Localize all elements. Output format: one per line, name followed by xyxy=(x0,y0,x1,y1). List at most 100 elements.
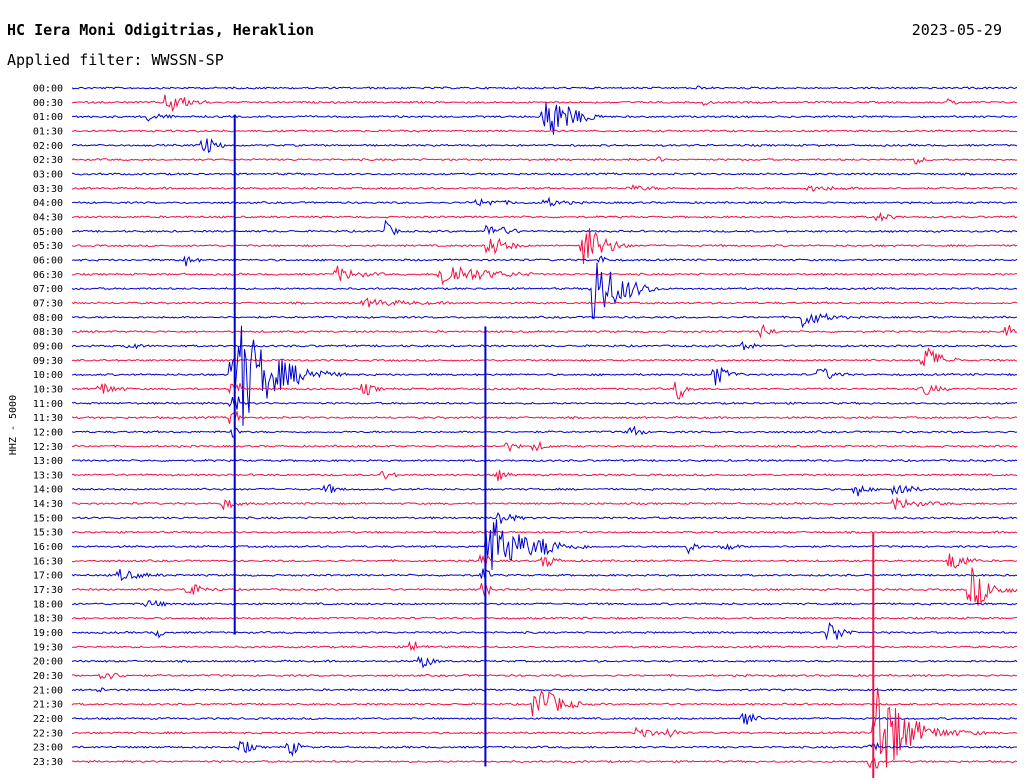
seismic-trace xyxy=(71,458,1018,463)
trace-time-label: 04:00 xyxy=(33,198,63,209)
seismic-trace xyxy=(71,196,1018,207)
seismic-trace xyxy=(71,228,1018,265)
seismic-trace xyxy=(72,102,1018,135)
trace-time-label: 07:30 xyxy=(33,298,63,309)
channel-label: HHZ - 5000 xyxy=(8,395,19,455)
seismic-trace xyxy=(71,469,1018,482)
seismic-trace xyxy=(71,129,1018,133)
trace-time-label: 09:30 xyxy=(33,356,63,367)
trace-time-label: 08:00 xyxy=(33,313,63,324)
trace-time-label: 15:00 xyxy=(33,513,63,524)
seismic-trace xyxy=(71,411,1018,424)
trace-time-label: 10:30 xyxy=(33,384,63,395)
seismic-trace xyxy=(71,690,1018,717)
trace-time-label: 02:30 xyxy=(33,155,63,166)
trace-time-label: 17:30 xyxy=(33,585,63,596)
trace-time-label: 08:30 xyxy=(33,327,63,338)
seismic-trace xyxy=(72,567,1018,606)
seismic-trace xyxy=(72,265,1018,286)
time-labels: 00:00 00:30 01:00 01:30 02:00 02:30 03:00 03:30… xyxy=(33,84,63,769)
trace-time-label: 22:00 xyxy=(33,714,63,725)
seismic-trace xyxy=(72,172,1018,176)
trace-time-label: 02:00 xyxy=(33,141,63,152)
seismic-trace xyxy=(71,312,1018,329)
seismic-trace xyxy=(72,740,1017,757)
seismic-trace xyxy=(71,262,1018,320)
seismic-trace xyxy=(72,440,1018,453)
trace-time-label: 16:30 xyxy=(33,556,63,567)
trace-time-label: 14:00 xyxy=(33,485,63,496)
seismic-trace xyxy=(72,757,1018,769)
seismic-trace xyxy=(71,156,1018,165)
seismic-trace xyxy=(71,655,1018,669)
seismic-trace xyxy=(71,341,1018,351)
seismic-trace xyxy=(71,211,1018,223)
trace-time-label: 17:00 xyxy=(33,571,63,582)
seismic-trace xyxy=(71,483,1018,497)
trace-time-label: 12:30 xyxy=(33,442,63,453)
seismic-trace xyxy=(71,621,1018,641)
seismic-trace xyxy=(71,496,1018,511)
seismic-trace xyxy=(71,219,1018,236)
trace-time-label: 23:00 xyxy=(33,743,63,754)
seismic-trace xyxy=(71,568,1018,582)
seismic-trace xyxy=(71,530,1018,535)
seismic-trace xyxy=(71,183,1018,192)
seismic-trace xyxy=(71,553,1018,569)
trace-time-label: 23:30 xyxy=(33,757,63,768)
seismic-trace xyxy=(71,138,1018,153)
trace-time-label: 15:30 xyxy=(33,528,63,539)
trace-time-label: 06:30 xyxy=(33,270,63,281)
seismic-trace xyxy=(72,599,1018,608)
seismic-trace xyxy=(71,616,1018,620)
trace-time-label: 13:00 xyxy=(33,456,63,467)
trace-time-label: 05:00 xyxy=(33,227,63,238)
station-title: HC Iera Moni Odigitrias, Heraklion xyxy=(7,21,315,39)
trace-time-label: 19:00 xyxy=(33,628,63,639)
trace-time-label: 22:30 xyxy=(33,728,63,739)
trace-time-label: 06:00 xyxy=(33,255,63,266)
trace-time-label: 18:30 xyxy=(33,614,63,625)
trace-time-label: 01:30 xyxy=(33,126,63,137)
trace-time-label: 20:30 xyxy=(33,671,63,682)
seismic-trace xyxy=(71,512,1018,524)
trace-time-label: 03:00 xyxy=(33,169,63,180)
trace-time-label: 10:00 xyxy=(33,370,63,381)
trace-time-label: 16:00 xyxy=(33,542,63,553)
trace-time-label: 20:00 xyxy=(33,657,63,668)
trace-time-label: 00:30 xyxy=(33,98,63,109)
trace-group xyxy=(71,85,1018,778)
trace-time-label: 05:30 xyxy=(33,241,63,252)
trace-time-label: 03:30 xyxy=(33,184,63,195)
trace-time-label: 14:30 xyxy=(33,499,63,510)
trace-time-label: 19:30 xyxy=(33,642,63,653)
trace-time-label: 00:00 xyxy=(33,84,63,95)
trace-time-label: 01:00 xyxy=(33,112,63,123)
seismic-trace xyxy=(71,687,1018,693)
filter-label: Applied filter: WWSSN-SP xyxy=(7,51,224,69)
seismic-trace xyxy=(71,396,1018,410)
seismic-trace xyxy=(71,85,1018,90)
trace-time-label: 12:00 xyxy=(33,427,63,438)
trace-time-label: 07:00 xyxy=(33,284,63,295)
trace-time-label: 11:30 xyxy=(33,413,63,424)
trace-time-label: 09:00 xyxy=(33,341,63,352)
seismic-trace xyxy=(71,325,1017,426)
trace-time-label: 21:00 xyxy=(33,685,63,696)
seismic-trace xyxy=(71,640,1018,652)
seismic-trace xyxy=(71,382,1018,400)
seismic-trace xyxy=(71,712,1018,725)
seismic-trace xyxy=(71,297,1018,308)
seismic-trace xyxy=(71,255,1018,267)
seismic-trace xyxy=(71,687,1018,768)
seismic-trace xyxy=(71,425,1018,438)
trace-time-label: 11:00 xyxy=(33,399,63,410)
trace-time-label: 13:30 xyxy=(33,470,63,481)
trace-time-label: 04:30 xyxy=(33,212,63,223)
trace-time-label: 21:30 xyxy=(33,700,63,711)
seismic-trace xyxy=(71,672,1018,680)
seismic-trace xyxy=(71,347,1018,367)
plot-date: 2023-05-29 xyxy=(911,21,1002,39)
seismic-trace xyxy=(71,323,1018,339)
